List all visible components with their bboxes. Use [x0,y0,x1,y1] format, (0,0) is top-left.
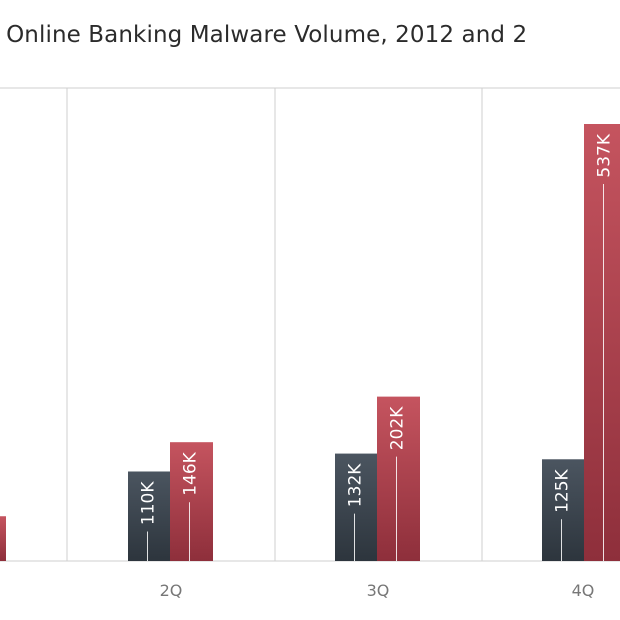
bar-value-label: 537K [595,133,615,177]
bar-2013-3q [377,396,420,561]
bar-2012-3q [335,453,378,561]
bars [0,124,620,561]
bar-value-label: 146K [181,451,201,495]
x-tick-label-2q: 2Q [160,581,183,600]
bar-2012-4q [542,459,585,561]
bar-value-label: 132K [346,463,366,507]
bar-value-label: 125K [553,468,573,512]
bar-value-label: 202K [388,406,408,450]
labels: 110K 146K 132K 202K 125K 537K 2Q 3Q 4Q [139,133,615,600]
bar-2013-4q [584,124,620,561]
bar-2013-2q [170,442,213,561]
bar-2012-2q [128,471,171,561]
x-tick-label-3q: 3Q [367,581,390,600]
bar-value-label: 110K [139,481,159,525]
bar-2013-1q [0,516,6,561]
chart-title: al Online Banking Malware Volume, 2012 a… [0,22,528,48]
x-tick-label-4q: 4Q [572,581,595,600]
gridlines [0,87,620,562]
